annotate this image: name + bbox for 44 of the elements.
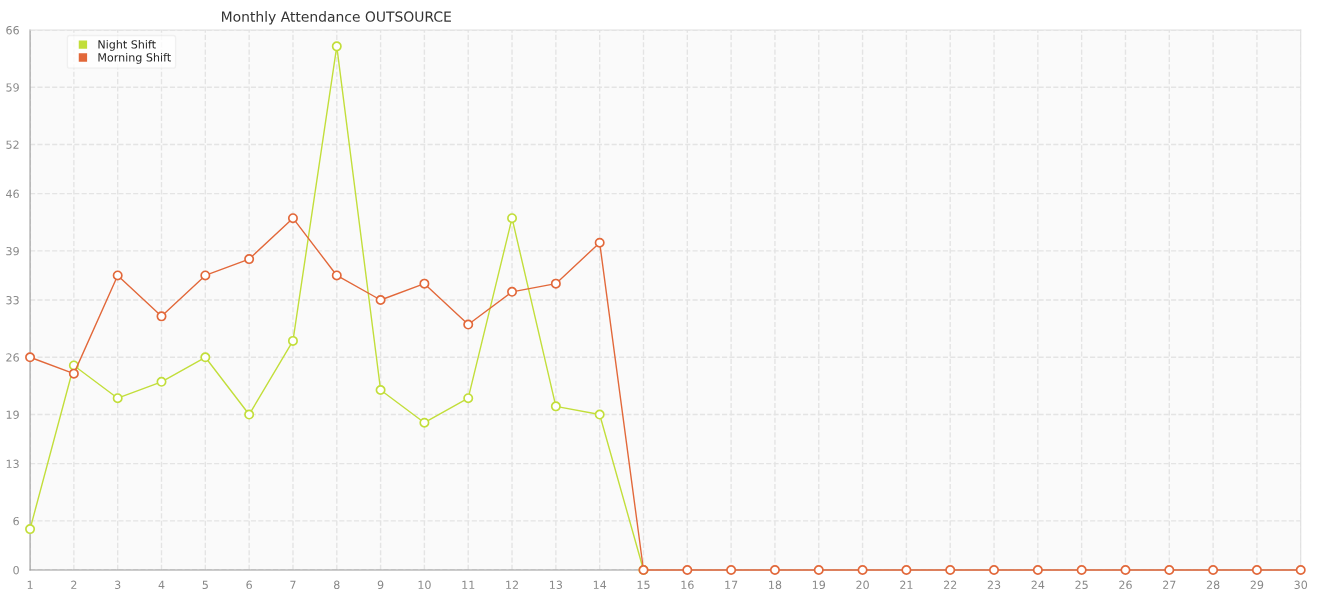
x-tick-label: 26 <box>1119 580 1132 590</box>
x-tick-label: 20 <box>856 580 869 590</box>
x-tick-label: 8 <box>333 580 340 590</box>
x-tick-label: 24 <box>1031 580 1045 589</box>
x-tick-label: 4 <box>158 580 165 589</box>
x-tick-label: 25 <box>1075 580 1088 590</box>
y-tick-label: 0 <box>13 565 19 575</box>
y-tick-label: 59 <box>6 83 19 92</box>
x-tick-label: 16 <box>681 580 694 590</box>
x-tick-label: 19 <box>812 580 826 590</box>
x-tick-label: 15 <box>637 580 650 590</box>
x-tick-label: 29 <box>1250 580 1264 590</box>
x-tick-label: 5 <box>202 580 208 590</box>
y-tick-label: 26 <box>6 353 19 362</box>
x-tick-label: 10 <box>418 580 431 590</box>
y-tick-label: 19 <box>6 410 19 419</box>
x-tick-label: 7 <box>290 580 296 589</box>
y-tick-label: 13 <box>6 459 19 469</box>
y-tick-label: 6 <box>13 516 19 526</box>
x-tick-label: 2 <box>71 580 77 589</box>
y-tick-label: 39 <box>6 246 19 256</box>
x-tick-label: 13 <box>550 580 563 590</box>
x-tick-label: 21 <box>900 580 913 589</box>
chart-title: Monthly Attendance OUTSOURCE <box>222 11 451 25</box>
legend-label: Night Shift <box>98 40 156 51</box>
x-tick-label: 27 <box>1163 580 1176 589</box>
y-tick-label: 46 <box>6 189 19 199</box>
y-tick-label: 66 <box>6 25 19 35</box>
x-tick-label: 3 <box>115 580 121 590</box>
x-tick-label: 1 <box>27 580 33 589</box>
x-tick-label: 28 <box>1206 580 1220 590</box>
x-tick-label: 9 <box>377 580 384 590</box>
x-tick-label: 22 <box>943 580 957 589</box>
x-tick-label: 30 <box>1294 580 1308 590</box>
x-tick-label: 23 <box>987 580 1001 590</box>
x-tick-label: 12 <box>506 580 518 589</box>
x-tick-label: 11 <box>462 580 475 589</box>
legend-label: Morning Shift <box>98 52 171 64</box>
y-tick-label: 33 <box>6 295 19 305</box>
y-tick-label: 52 <box>6 140 19 149</box>
x-tick-label: 17 <box>725 580 738 589</box>
x-tick-label: 6 <box>246 580 252 590</box>
x-tick-label: 14 <box>593 580 607 589</box>
x-tick-label: 18 <box>769 580 782 590</box>
